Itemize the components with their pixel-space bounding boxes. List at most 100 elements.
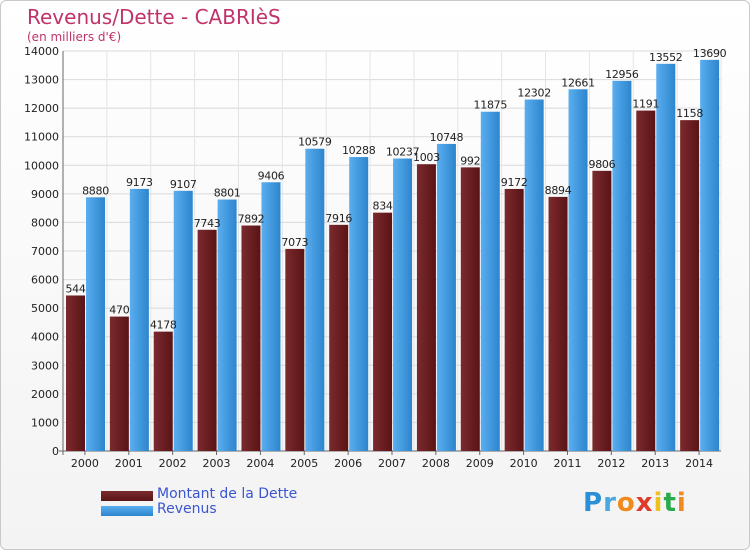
bar-revenue xyxy=(86,197,105,451)
x-tick-label: 2007 xyxy=(378,457,406,470)
data-label-revenue: 10237 xyxy=(386,146,420,159)
y-tick-label: 0 xyxy=(52,445,59,458)
x-tick-label: 2013 xyxy=(641,457,669,470)
data-label-debt: 7073 xyxy=(281,236,308,249)
bar-debt xyxy=(636,110,656,452)
y-tick-label: 5000 xyxy=(31,302,59,315)
legend-swatch-debt xyxy=(101,491,153,501)
bar-revenue xyxy=(129,188,149,451)
data-label-debt: 1158 xyxy=(676,107,703,120)
bar-revenue xyxy=(393,158,413,451)
y-tick-label: 4000 xyxy=(31,331,59,344)
x-tick-label: 2011 xyxy=(553,457,581,470)
data-label-revenue: 10288 xyxy=(342,144,376,157)
data-label-revenue: 12661 xyxy=(561,76,595,89)
y-tick-label: 2000 xyxy=(31,388,59,401)
bar-revenue xyxy=(480,111,500,451)
data-label-debt: 7892 xyxy=(238,213,265,226)
bar-debt xyxy=(153,331,173,451)
x-tick-label: 2012 xyxy=(597,457,625,470)
bar-debt xyxy=(416,164,436,451)
data-label-debt: 4178 xyxy=(150,319,177,332)
data-label-revenue: 12302 xyxy=(517,87,551,100)
legend-swatch-revenue xyxy=(101,506,153,516)
logo-letter: o xyxy=(616,488,636,518)
data-label-debt: 834 xyxy=(373,200,393,213)
y-tick-label: 9000 xyxy=(31,188,59,201)
bar-revenue xyxy=(349,157,369,452)
legend-label-revenue: Revenus xyxy=(157,501,217,517)
bar-debt xyxy=(504,188,524,451)
data-label-revenue: 9107 xyxy=(170,178,197,191)
data-label-debt: 7743 xyxy=(194,217,221,230)
data-label-debt: 544 xyxy=(65,282,85,295)
bar-revenue xyxy=(612,80,632,451)
bar-debt xyxy=(548,196,568,451)
bar-debt xyxy=(329,224,349,451)
proxiti-logo: Proxiti xyxy=(583,488,687,518)
data-label-revenue: 8880 xyxy=(82,184,109,197)
y-tick-label: 12000 xyxy=(24,102,59,115)
data-label-revenue: 12956 xyxy=(605,68,639,81)
bar-revenue xyxy=(524,99,544,451)
logo-letter: P xyxy=(583,488,604,518)
x-tick-label: 2010 xyxy=(510,457,538,470)
x-tick-label: 2004 xyxy=(246,457,274,470)
data-label-debt: 992 xyxy=(460,154,480,167)
data-label-revenue: 13690 xyxy=(693,47,727,60)
data-label-debt: 470 xyxy=(109,304,129,317)
bar-debt xyxy=(592,170,612,452)
bar-debt xyxy=(373,212,393,451)
bar-revenue xyxy=(173,190,193,452)
bar-revenue xyxy=(700,59,720,451)
data-label-debt: 9172 xyxy=(501,176,528,189)
y-tick-label: 10000 xyxy=(24,159,59,172)
data-label-revenue: 9173 xyxy=(126,176,153,189)
x-tick-label: 2008 xyxy=(422,457,450,470)
data-label-revenue: 10748 xyxy=(430,131,464,144)
logo-letter: i xyxy=(676,488,687,518)
bar-debt xyxy=(66,295,85,451)
y-tick-label: 14000 xyxy=(24,45,59,58)
x-tick-label: 2014 xyxy=(685,457,713,470)
bar-revenue xyxy=(568,89,588,451)
x-tick-label: 2002 xyxy=(159,457,187,470)
bar-revenue xyxy=(305,148,325,451)
bar-revenue xyxy=(436,143,456,451)
bar-revenue xyxy=(261,182,281,451)
x-tick-label: 2006 xyxy=(334,457,362,470)
x-tick-label: 2000 xyxy=(71,457,99,470)
y-tick-label: 7000 xyxy=(31,245,59,258)
bar-debt xyxy=(680,120,700,452)
logo-letter: x xyxy=(635,488,654,518)
data-label-debt: 7916 xyxy=(325,212,352,225)
logo-letter: r xyxy=(603,488,617,518)
x-tick-label: 2009 xyxy=(466,457,494,470)
bar-debt xyxy=(285,248,305,451)
data-label-revenue: 9406 xyxy=(258,169,285,182)
data-label-revenue: 13552 xyxy=(649,51,683,64)
y-tick-label: 8000 xyxy=(31,216,59,229)
bar-debt xyxy=(241,225,261,451)
y-tick-label: 11000 xyxy=(24,131,59,144)
x-tick-label: 2001 xyxy=(115,457,143,470)
logo-letter: t xyxy=(663,488,677,518)
y-tick-label: 1000 xyxy=(31,416,59,429)
data-label-debt: 1191 xyxy=(632,98,659,111)
chart-title: Revenus/Dette - CABRIèS xyxy=(27,5,281,29)
bar-revenue xyxy=(217,199,237,451)
data-label-debt: 9806 xyxy=(589,158,616,171)
data-label-revenue: 8801 xyxy=(214,187,241,200)
legend-label-debt: Montant de la Dette xyxy=(157,486,298,502)
chart-subtitle: (en milliers d'€) xyxy=(27,30,122,44)
bar-debt xyxy=(197,229,217,451)
x-tick-label: 2005 xyxy=(290,457,318,470)
data-label-debt: 8894 xyxy=(545,184,572,197)
data-label-debt: 1003 xyxy=(413,151,440,164)
bar-debt xyxy=(460,167,480,451)
bar-revenue xyxy=(656,63,676,452)
logo-letter: i xyxy=(653,488,664,518)
y-tick-label: 13000 xyxy=(24,74,59,87)
